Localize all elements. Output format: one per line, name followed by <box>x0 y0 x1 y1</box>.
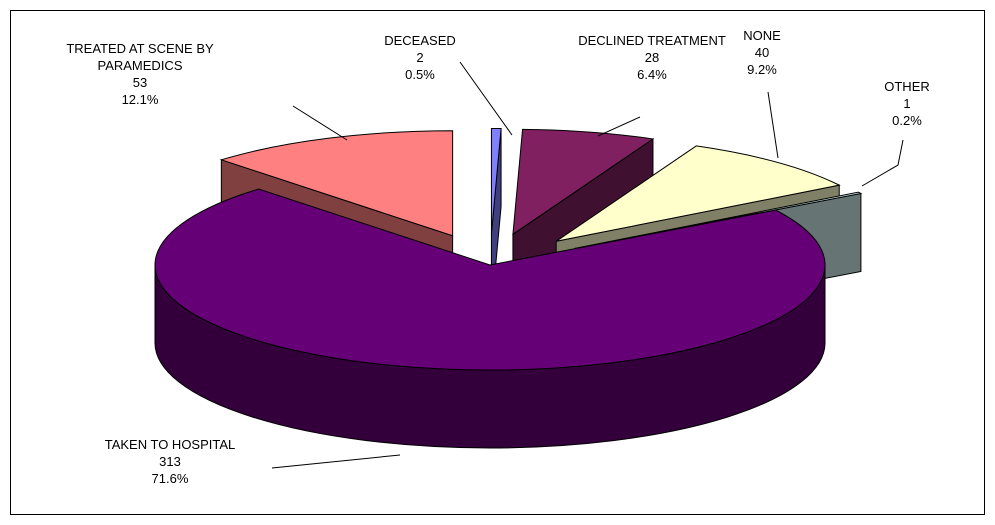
slice-top <box>575 191 863 249</box>
label-percent: 71.6% <box>151 471 189 486</box>
slice-top <box>555 145 841 242</box>
slice-top <box>154 188 826 371</box>
label-name: DECLINED TREATMENT <box>578 33 726 48</box>
data-label: OTHER 1 0.2% <box>884 78 930 129</box>
label-name: TREATED AT SCENE BY PARAMEDICS <box>66 41 214 73</box>
label-name: TAKEN TO HOSPITAL <box>104 437 236 452</box>
slice-top <box>219 130 454 237</box>
slice-top <box>490 128 502 234</box>
label-percent: 6.4% <box>637 67 667 82</box>
pie <box>154 128 863 449</box>
label-value: 2 <box>416 50 424 65</box>
data-label: TREATED AT SCENE BY PARAMEDICS 53 12.1% <box>45 40 235 108</box>
data-label: NONE 40 9.2% <box>743 27 781 78</box>
leader-line <box>861 139 904 187</box>
label-percent: 9.2% <box>747 62 777 77</box>
slice <box>154 188 826 449</box>
slice-top <box>512 128 655 236</box>
leader-line <box>271 454 401 469</box>
label-value: 40 <box>754 45 770 60</box>
leader-line <box>292 105 348 141</box>
label-percent: 12.1% <box>121 92 159 107</box>
leader-line <box>767 91 779 159</box>
leader-line <box>459 61 513 136</box>
data-label: DECLINED TREATMENT 28 6.4% <box>578 32 726 83</box>
label-name: DECEASED <box>384 33 456 48</box>
label-value: 53 <box>132 75 148 90</box>
label-name: NONE <box>743 28 781 43</box>
data-label: DECEASED 2 0.5% <box>384 32 456 83</box>
label-value: 313 <box>159 454 181 469</box>
leader-line <box>597 116 641 137</box>
label-percent: 0.5% <box>405 67 435 82</box>
label-percent: 0.2% <box>892 113 922 128</box>
label-value: 28 <box>644 50 660 65</box>
data-label: TAKEN TO HOSPITAL 313 71.6% <box>105 436 236 487</box>
label-value: 1 <box>903 96 911 111</box>
label-name: OTHER <box>884 79 930 94</box>
leader-lines <box>271 61 904 469</box>
